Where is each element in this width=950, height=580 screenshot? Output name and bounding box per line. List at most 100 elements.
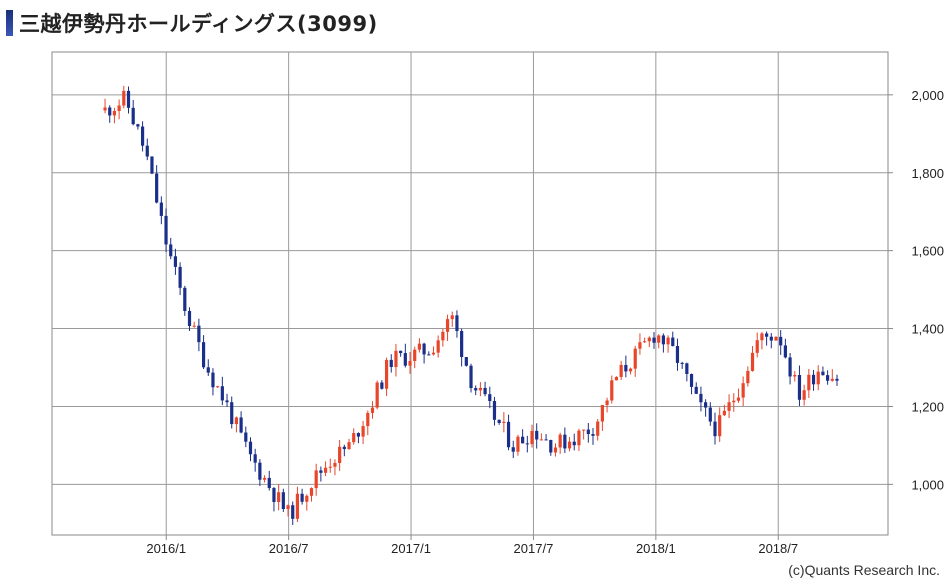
candle-up [478, 387, 482, 391]
candle-down [239, 417, 243, 433]
candle-down [788, 357, 792, 377]
candle-up [600, 405, 604, 422]
candle-up [582, 429, 586, 431]
candle-down [155, 173, 159, 203]
candle-down [572, 441, 576, 446]
candle-up [333, 462, 337, 467]
candle-up [366, 412, 370, 427]
candle-down [267, 477, 271, 489]
candle-down [150, 156, 154, 174]
candle-down [159, 202, 163, 216]
candle-down [427, 354, 431, 356]
candle-up [347, 442, 351, 450]
candle-down [483, 387, 487, 395]
candle-down [272, 488, 276, 503]
candle-up [741, 383, 745, 398]
candle-up [619, 364, 623, 377]
candle-down [671, 337, 675, 347]
candle-down [826, 375, 830, 381]
candle-up [408, 360, 412, 366]
candle-up [112, 110, 117, 116]
copyright-credit: (c)Quants Research Inc. [788, 562, 940, 578]
candle-down [319, 470, 323, 473]
candle-down [708, 407, 712, 422]
x-tick-label: 2018/1 [636, 541, 676, 556]
chart-title-block: 三越伊勢丹ホールディングス(3099) [6, 8, 378, 38]
y-tick-label: 1,800 [911, 166, 944, 181]
candle-down [342, 446, 346, 450]
candle-up [431, 352, 436, 355]
candle-up [305, 495, 309, 502]
candle-down [422, 343, 426, 355]
candle-down [164, 215, 168, 245]
y-tick-label: 1,400 [911, 322, 944, 337]
candle-down [713, 421, 717, 437]
candle-down [248, 441, 253, 455]
candle-up [417, 343, 422, 350]
candle-up [286, 505, 290, 509]
candle-up [413, 349, 417, 361]
candle-down [455, 315, 459, 332]
candle-down [131, 107, 135, 125]
candle-down [474, 388, 478, 391]
candle-up [750, 352, 755, 371]
candle-up [338, 446, 342, 463]
candle-down [389, 359, 393, 368]
candle-down [699, 393, 703, 403]
candle-up [793, 374, 797, 377]
candle-down [183, 287, 187, 311]
candle-up [309, 488, 314, 496]
candle-down [586, 429, 590, 435]
candle-down [563, 434, 567, 449]
candle-up [774, 336, 778, 341]
candle-up [727, 402, 731, 411]
candle-up [736, 397, 741, 401]
candle-down [661, 335, 665, 345]
candle-down [797, 374, 802, 400]
candle-up [277, 492, 281, 503]
candle-down [356, 433, 361, 437]
candle-down [136, 124, 140, 127]
candle-up [530, 430, 534, 445]
candle-down [178, 266, 182, 288]
candle-down [549, 439, 553, 453]
candle-down [211, 372, 215, 388]
candle-down [258, 462, 262, 480]
candle-up [117, 105, 121, 111]
candle-up [445, 319, 450, 332]
candle-up [610, 380, 614, 401]
candle-down [300, 493, 304, 502]
candle-up [643, 341, 647, 343]
candle-up [633, 348, 637, 369]
candle-up [830, 378, 834, 381]
candle-down [126, 90, 131, 108]
candle-up [436, 340, 440, 353]
candle-down [525, 443, 529, 445]
candle-down [765, 333, 769, 337]
title-accent-bar [6, 10, 13, 36]
candle-up [802, 390, 806, 400]
candle-up [558, 434, 562, 448]
candle-down [779, 336, 783, 346]
candle-down [201, 342, 206, 368]
candle-up [361, 426, 365, 437]
candle-down [783, 345, 787, 358]
candle-down [685, 363, 689, 374]
candle-down [291, 505, 295, 519]
candle-down [460, 331, 464, 358]
candle-down [140, 126, 145, 146]
candle-up [732, 400, 736, 403]
candle-down [108, 107, 112, 116]
candle-up [647, 337, 651, 342]
candle-down [680, 362, 684, 364]
candle-down [403, 353, 407, 366]
candle-up [441, 331, 445, 341]
candle-down [624, 364, 628, 372]
candle-down [497, 419, 501, 423]
candle-up [328, 466, 332, 468]
x-tick-label: 2017/1 [391, 541, 431, 556]
candle-up [352, 433, 356, 443]
candle-up [722, 410, 726, 416]
candle-up [384, 359, 389, 389]
